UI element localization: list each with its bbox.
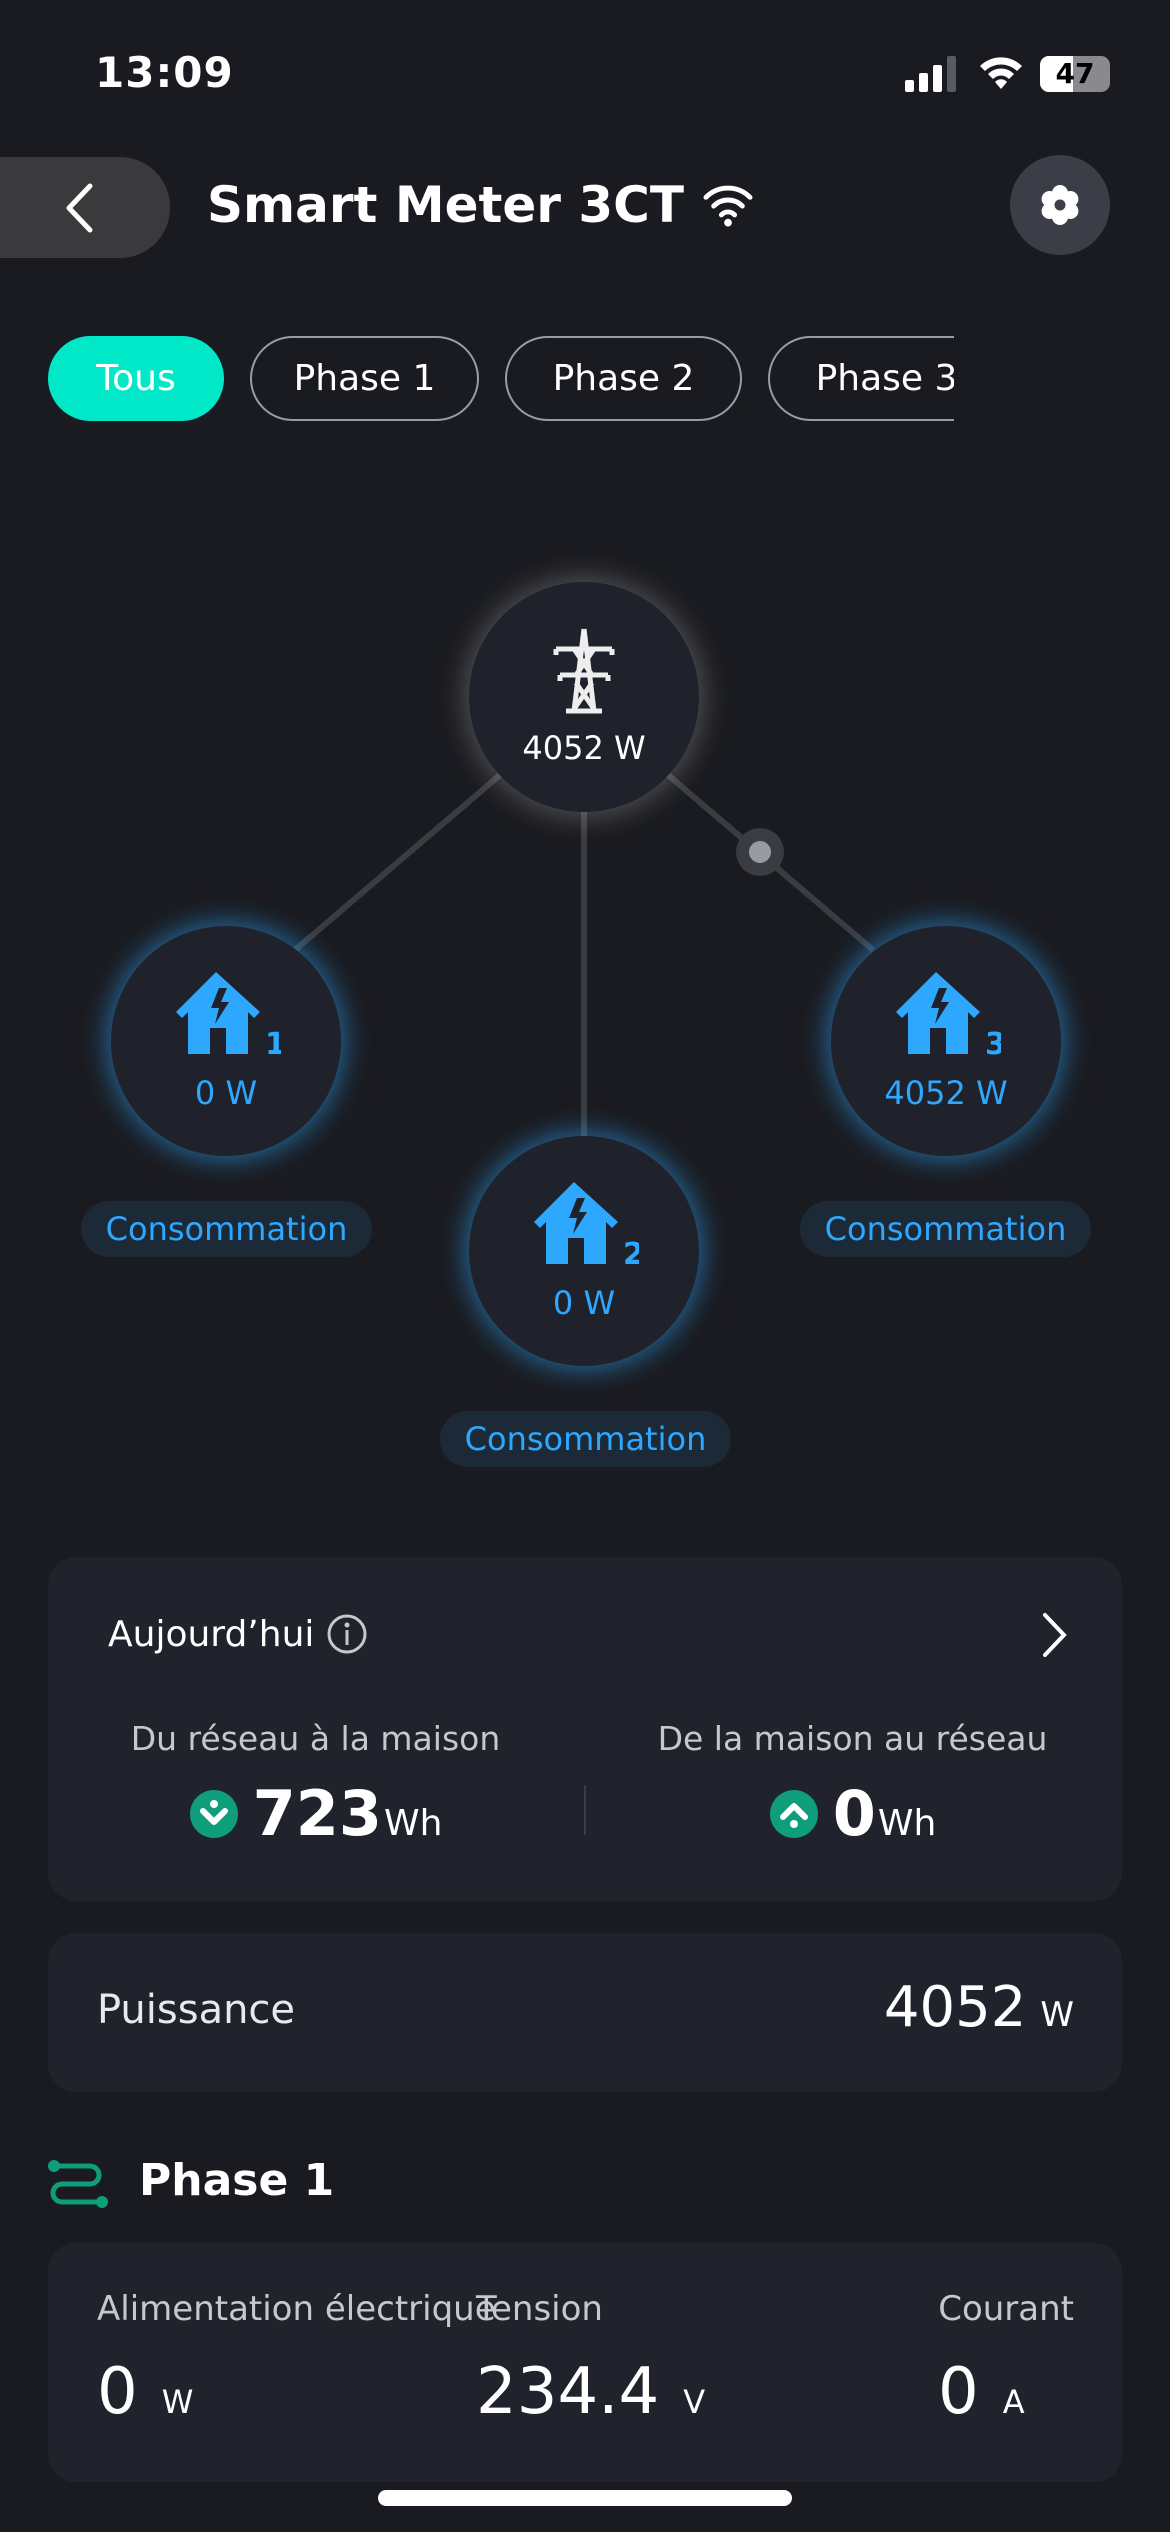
export-label: De la maison au réseau	[657, 1719, 1048, 1758]
arrow-up-circle-icon	[769, 1789, 818, 1838]
status-badge-phase-3: Consommation	[800, 1201, 1091, 1257]
metric-unit-power: W	[161, 2383, 194, 2421]
metric-label-power: Alimentation électrique	[97, 2289, 496, 2329]
settings-button[interactable]	[1010, 155, 1110, 255]
arrow-down-circle-icon	[189, 1789, 238, 1838]
divider	[584, 1785, 586, 1835]
flow-dot	[749, 841, 771, 863]
chevron-right-icon[interactable]	[1040, 1611, 1070, 1659]
phase-number: 1	[265, 1027, 281, 1060]
flow-lines	[293, 772, 875, 1140]
wifi-status-icon	[980, 57, 1022, 89]
tab-tous[interactable]: Tous	[48, 336, 224, 421]
tab-phase-3[interactable]: Phase 3	[768, 336, 954, 421]
phase-1-title: Phase 1	[139, 2155, 335, 2206]
grid-power-value: 4052 W	[522, 729, 646, 767]
house-lightning-icon: 3	[896, 972, 1001, 1060]
phase-icon	[48, 2160, 108, 2208]
tab-scroll-clip: Phase 3	[768, 336, 954, 421]
import-unit: Wh	[384, 1803, 443, 1844]
house-lightning-icon: 1	[176, 972, 281, 1060]
chevron-left-icon	[66, 183, 93, 232]
metric-value-power: 0	[97, 2355, 138, 2429]
phase-number: 2	[623, 1237, 639, 1270]
today-title: Aujourd’hui	[108, 1613, 315, 1655]
house-lightning-icon: 2	[534, 1182, 639, 1270]
power-value: 4052	[883, 1975, 1027, 2040]
line-phase-1	[293, 772, 502, 953]
house-node-phase-2[interactable]: 2 0 W	[469, 1136, 699, 1366]
import-label: Du réseau à la maison	[130, 1719, 501, 1758]
power-unit: W	[1040, 1995, 1074, 2035]
house-node-phase-1[interactable]: 1 0 W	[111, 926, 341, 1156]
device-name: Smart Meter 3CT	[207, 176, 684, 234]
grid-node[interactable]: 4052 W	[469, 582, 699, 812]
status-badge-phase-2: Consommation	[440, 1411, 731, 1467]
phase-1-card: Alimentation électrique Tension Courant …	[48, 2243, 1122, 2482]
tab-phase-2[interactable]: Phase 2	[505, 336, 742, 421]
metric-unit-current: A	[1002, 2383, 1025, 2421]
wifi-icon	[703, 185, 753, 227]
metric-label-voltage: Tension	[476, 2289, 603, 2329]
gear-icon	[1041, 185, 1079, 225]
battery-indicator: 47	[1040, 56, 1110, 92]
home-indicator[interactable]	[378, 2490, 792, 2506]
cellular-signal-icon	[905, 56, 956, 92]
tab-phase-1[interactable]: Phase 1	[250, 336, 479, 421]
import-value: 723	[252, 1777, 382, 1850]
export-value: 0	[832, 1777, 876, 1850]
metric-value-voltage: 234.4	[476, 2355, 660, 2429]
house-power-value: 0 W	[194, 1074, 258, 1112]
power-label: Puissance	[97, 1987, 296, 2033]
metric-unit-voltage: V	[683, 2383, 706, 2421]
metric-label-current: Courant	[938, 2289, 1074, 2329]
phase-number: 3	[985, 1027, 1001, 1060]
back-button[interactable]	[0, 157, 170, 258]
house-node-phase-3[interactable]: 3 4052 W	[831, 926, 1061, 1156]
power-card: Puissance 4052 W	[48, 1933, 1122, 2092]
metric-value-current: 0	[938, 2355, 979, 2429]
today-card[interactable]: Aujourd’hui Du réseau à la maison De la …	[48, 1557, 1122, 1901]
page-title: Smart Meter 3CT	[207, 176, 754, 234]
status-time: 13:09	[95, 48, 234, 97]
export-unit: Wh	[877, 1803, 937, 1844]
power-tower-icon	[553, 628, 615, 714]
house-power-value: 4052 W	[884, 1074, 1008, 1112]
info-icon[interactable]	[326, 1613, 368, 1655]
house-power-value: 0 W	[552, 1284, 616, 1322]
status-badge-phase-1: Consommation	[81, 1201, 372, 1257]
